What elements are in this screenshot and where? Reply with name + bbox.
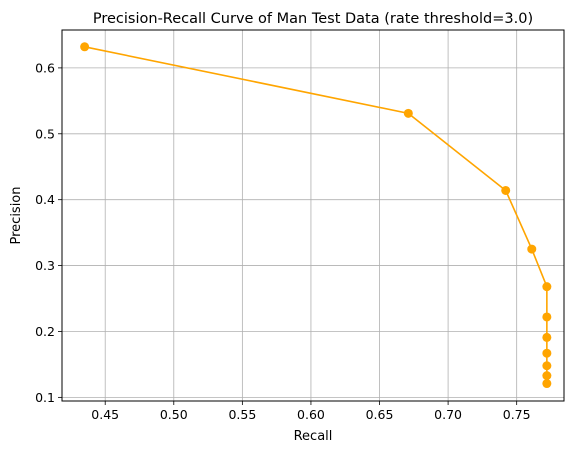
data-series bbox=[80, 42, 552, 389]
y-tick-label: 0.5 bbox=[35, 126, 55, 141]
x-tick-label: 0.75 bbox=[503, 407, 531, 422]
data-point bbox=[542, 332, 552, 342]
x-tick-label: 0.65 bbox=[366, 407, 394, 422]
x-axis-ticks: 0.45 0.50 0.55 0.60 0.65 0.70 0.75 bbox=[91, 401, 531, 422]
x-tick-label: 0.45 bbox=[91, 407, 119, 422]
grid-lines bbox=[62, 30, 564, 401]
data-point bbox=[527, 244, 537, 254]
data-point bbox=[403, 108, 413, 118]
y-axis-ticks: 0.1 0.2 0.3 0.4 0.5 0.6 bbox=[35, 60, 62, 405]
y-tick-label: 0.6 bbox=[35, 60, 55, 75]
y-tick-label: 0.3 bbox=[35, 258, 55, 273]
x-axis-label: Recall bbox=[294, 429, 333, 444]
data-point bbox=[542, 371, 552, 381]
data-point bbox=[542, 348, 552, 358]
x-tick-label: 0.70 bbox=[434, 407, 462, 422]
series-line bbox=[84, 46, 548, 384]
x-tick-label: 0.55 bbox=[228, 407, 256, 422]
y-axis-label: Precision bbox=[9, 186, 24, 244]
data-point bbox=[542, 312, 552, 322]
data-point bbox=[80, 42, 90, 52]
x-tick-label: 0.60 bbox=[297, 407, 325, 422]
y-tick-label: 0.2 bbox=[35, 324, 55, 339]
data-point bbox=[501, 185, 511, 195]
plot-frame bbox=[61, 29, 565, 402]
y-tick-label: 0.4 bbox=[35, 192, 55, 207]
data-point bbox=[542, 361, 552, 371]
data-point bbox=[542, 282, 552, 292]
data-point bbox=[542, 379, 552, 389]
y-tick-label: 0.1 bbox=[35, 390, 55, 405]
x-tick-label: 0.50 bbox=[160, 407, 188, 422]
chart-title: Precision-Recall Curve of Man Test Data … bbox=[93, 11, 533, 27]
